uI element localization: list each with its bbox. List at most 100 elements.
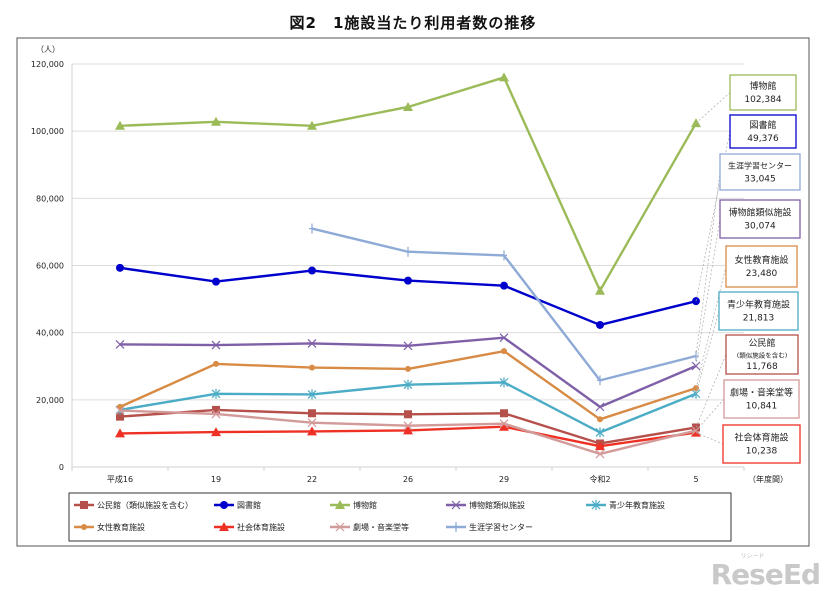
data-point bbox=[116, 412, 124, 421]
callout-box bbox=[718, 291, 799, 331]
data-point bbox=[307, 120, 317, 130]
legend-item: 青少年教育施設 bbox=[586, 500, 665, 510]
callout-5: 女性教育施設 23,480 bbox=[695, 245, 798, 389]
legend-item: 社会体育施設 bbox=[214, 522, 285, 532]
legend-label: 青少年教育施設 bbox=[609, 500, 665, 510]
callout-7: 劇場・音楽堂等 10,841 bbox=[695, 379, 800, 431]
callout-value: 102,384 bbox=[744, 95, 781, 105]
series-7 bbox=[115, 406, 701, 459]
callout-value: 30,074 bbox=[744, 222, 776, 232]
callout-label: 博物館類似施設 bbox=[728, 207, 791, 219]
data-point bbox=[595, 285, 605, 295]
data-point bbox=[691, 427, 701, 437]
callout-label: 図書館 bbox=[749, 119, 776, 131]
legend-marker bbox=[219, 522, 229, 531]
y-tick-label: 80,000 bbox=[36, 194, 64, 203]
callout-label: 博物館 bbox=[749, 80, 776, 92]
y-tick-label: 120,000 bbox=[31, 60, 64, 69]
callout-value: 10,841 bbox=[746, 402, 778, 412]
callout-value: 33,045 bbox=[744, 175, 776, 185]
data-point bbox=[499, 421, 509, 431]
series-8 bbox=[309, 223, 699, 386]
chart-frame bbox=[16, 37, 810, 547]
callout-label: 劇場・音楽堂等 bbox=[730, 387, 793, 399]
legend-item: 劇場・音楽堂等 bbox=[330, 522, 409, 532]
callout-6: 社会体育施設 10,238 bbox=[695, 424, 801, 464]
callout-value: 23,480 bbox=[746, 269, 778, 279]
data-point bbox=[404, 276, 412, 285]
data-point bbox=[403, 425, 413, 435]
data-point bbox=[403, 421, 413, 431]
data-point bbox=[211, 116, 221, 126]
data-point bbox=[596, 320, 604, 329]
chart-title: 図2 1施設当たり利用者数の推移 bbox=[289, 14, 537, 32]
data-point bbox=[499, 333, 509, 343]
data-point bbox=[211, 427, 221, 437]
data-point bbox=[403, 101, 413, 111]
data-point bbox=[403, 341, 413, 351]
data-point bbox=[115, 428, 125, 438]
y-tick-label: 20,000 bbox=[36, 396, 64, 405]
data-point bbox=[211, 340, 221, 350]
data-point bbox=[595, 449, 605, 459]
data-point bbox=[499, 72, 509, 82]
callout-label: 青少年教育施設 bbox=[727, 299, 790, 311]
x-tick-label: 令和2 bbox=[589, 474, 610, 484]
data-point bbox=[499, 419, 509, 429]
callout-3: 博物館類似施設 30,074 bbox=[695, 199, 801, 367]
callout-label: 社会体育施設 bbox=[734, 432, 788, 444]
callout-leader bbox=[695, 218, 721, 367]
legend-label: 社会体育施設 bbox=[237, 522, 285, 532]
callout-label: 生涯学習センター bbox=[728, 161, 792, 171]
callout-leader bbox=[695, 432, 724, 445]
series-1 bbox=[116, 263, 700, 329]
callout-4: 青少年教育施設 21,813 bbox=[695, 291, 799, 394]
callout-box bbox=[719, 199, 801, 239]
data-point bbox=[307, 418, 317, 428]
legend-label: 図書館 bbox=[237, 500, 261, 510]
x-tick-label: 29 bbox=[499, 475, 509, 484]
data-point bbox=[595, 402, 605, 412]
legend-item: 生涯学習センター bbox=[446, 522, 533, 532]
callout-box bbox=[725, 245, 798, 288]
callout-value: 10,238 bbox=[746, 447, 778, 457]
legend-marker bbox=[335, 522, 345, 532]
legend-item: 博物館類似施設 bbox=[446, 500, 525, 510]
data-point bbox=[115, 120, 125, 130]
data-point bbox=[213, 360, 219, 367]
data-point bbox=[405, 365, 411, 372]
x-tick-label: 5 bbox=[693, 475, 698, 484]
legend-label: 生涯学習センター bbox=[469, 522, 533, 532]
data-point bbox=[308, 409, 316, 418]
x-tick-label: 22 bbox=[307, 475, 317, 484]
series-6 bbox=[115, 421, 701, 451]
callout-value: 21,813 bbox=[743, 314, 775, 324]
legend-label: 博物館類似施設 bbox=[469, 500, 525, 510]
callout-2: 博物館 102,384 bbox=[695, 74, 797, 124]
y-tick-label: 60,000 bbox=[36, 262, 64, 271]
callout-value: 49,376 bbox=[747, 134, 779, 144]
callout-8: 生涯学習センター 33,045 bbox=[695, 153, 801, 357]
reseed-logo: リシード ReseEd bbox=[711, 554, 821, 589]
legend-marker bbox=[81, 524, 87, 530]
legend-item: 博物館 bbox=[330, 500, 377, 510]
callout-box bbox=[729, 74, 797, 111]
data-point bbox=[691, 118, 701, 128]
callout-leader bbox=[695, 266, 727, 389]
y-axis-label: （人） bbox=[36, 45, 60, 54]
data-point bbox=[501, 348, 507, 355]
legend-box bbox=[68, 492, 732, 542]
callout-box bbox=[723, 379, 800, 419]
callout-box bbox=[722, 424, 801, 464]
x-tick-label: 19 bbox=[211, 475, 221, 484]
legend-item: 公民館（類似施設を含む） bbox=[74, 500, 193, 510]
data-point bbox=[500, 409, 508, 418]
legend-marker bbox=[80, 501, 88, 509]
y-tick-label: 0 bbox=[59, 463, 64, 472]
callout-leader bbox=[695, 398, 725, 431]
legend-label: 博物館 bbox=[353, 500, 377, 510]
legend-marker bbox=[451, 500, 461, 510]
callout-label: 公民館 bbox=[748, 337, 775, 349]
callout-0: 公民館 (類似施設を含む) 11,768 bbox=[695, 334, 799, 428]
